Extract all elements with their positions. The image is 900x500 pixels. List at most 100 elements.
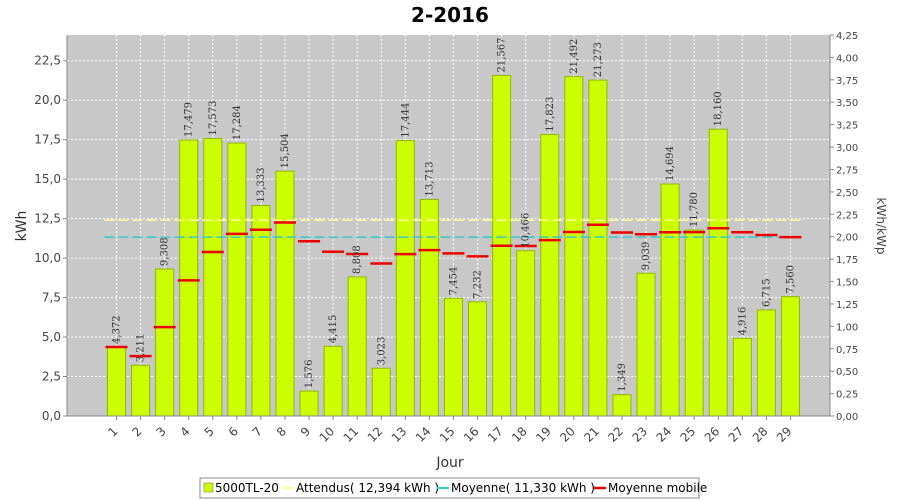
- x-tick-label: 16: [461, 424, 482, 445]
- y-tick-label: 0,0: [42, 409, 61, 423]
- bar-value-label: 11,780: [689, 192, 700, 227]
- legend-box: [199, 477, 700, 499]
- x-tick-label: 28: [750, 424, 771, 445]
- bar-value-label: 18,160: [713, 91, 724, 126]
- bar: [179, 139, 199, 417]
- bar: [155, 268, 175, 417]
- x-tick-label: 24: [654, 424, 675, 445]
- y-right-tick-label: 1,00: [836, 322, 858, 333]
- y-right-tick-label: 4,00: [836, 53, 858, 64]
- x-tick-label: 8: [274, 424, 289, 439]
- bar-value-label: 17,284: [232, 105, 243, 140]
- y-right-tick-label: 0,25: [836, 390, 858, 401]
- y-right-axis-ticks: 0,00 0,25 0,50 0,75 1,00 1,25 1,50 1,75 2,00 2,25…: [830, 31, 858, 423]
- x-tick-label: 21: [581, 424, 602, 445]
- bar: [299, 390, 319, 417]
- bar-value-label: 17,479: [184, 102, 195, 137]
- bar-value-label: 4,415: [328, 315, 339, 344]
- y-right-tick-label: 3,25: [836, 121, 858, 132]
- x-tick-label: 9: [298, 424, 313, 439]
- bar-value-label: 9,308: [160, 237, 171, 266]
- legend: 5000TL-20 Attendus( 12,394 kWh ) Moyenne…: [199, 477, 707, 499]
- x-tick-label: 1: [105, 424, 120, 439]
- bar-value-labels: 4,372 3,211 9,308 17,479 17,573 17,284 13,333 1…: [112, 37, 797, 391]
- legend-label-moyenne: Moyenne( 11,330 kWh ): [451, 481, 595, 495]
- bar: [227, 142, 247, 417]
- bar: [612, 394, 632, 417]
- bar: [780, 296, 800, 417]
- x-tick-label: 26: [702, 424, 723, 445]
- bar-value-label: 3,023: [376, 337, 387, 366]
- bar-value-label: 4,372: [112, 315, 123, 344]
- x-tick-label: 2: [129, 424, 144, 439]
- y-right-tick-label: 1,50: [836, 278, 858, 289]
- bar-value-label: 1,576: [304, 359, 315, 388]
- y-tick-label: 17,5: [34, 133, 61, 147]
- x-axis-ticks: 1 2 3 4 5 6 7 8 9 10 11 12 13 14 15 16 17 18 19 20 21 22 23 24 2…: [105, 416, 795, 445]
- bar: [203, 138, 223, 417]
- moving-average-marks: [105, 221, 802, 358]
- bar-value-label: 13,713: [424, 161, 435, 196]
- x-tick-label: 20: [557, 424, 578, 445]
- y-right-tick-label: 2,75: [836, 165, 858, 176]
- bar: [323, 345, 343, 417]
- legend-label-bar: 5000TL-20: [215, 481, 279, 495]
- y-right-tick-label: 3,75: [836, 76, 858, 87]
- x-tick-label: 18: [509, 424, 530, 445]
- bar-value-label: 17,444: [400, 103, 411, 138]
- x-tick-label: 17: [485, 424, 506, 445]
- bar: [540, 134, 560, 417]
- legend-label-moyenne-mobile: Moyenne mobile: [608, 481, 707, 495]
- x-tick-label: 11: [341, 424, 362, 445]
- bar-value-label: 7,232: [473, 270, 484, 299]
- bar-value-label: 17,573: [208, 101, 219, 136]
- chart-title: 2-2016: [411, 3, 489, 27]
- x-tick-label: 5: [202, 424, 217, 439]
- y-right-tick-label: 4,25: [836, 31, 858, 42]
- y-tick-label: 10,0: [34, 251, 61, 265]
- bar: [107, 346, 126, 417]
- y-tick-label: 12,5: [34, 212, 61, 226]
- x-tick-label: 19: [533, 424, 554, 445]
- y-right-tick-label: 0,00: [836, 412, 858, 423]
- bar-value-label: 17,823: [545, 97, 556, 132]
- x-tick-label: 3: [153, 424, 168, 439]
- x-tick-label: 29: [774, 424, 795, 445]
- bar: [131, 364, 151, 417]
- y-tick-label: 20,0: [34, 93, 61, 107]
- x-tick-label: 4: [178, 424, 193, 439]
- bar-value-label: 14,694: [665, 146, 676, 181]
- bar: [660, 183, 680, 417]
- bar: [564, 76, 584, 417]
- x-tick-label: 14: [413, 424, 434, 445]
- bar: [588, 79, 608, 417]
- bar-value-label: 7,560: [785, 265, 796, 294]
- bar: [756, 309, 776, 417]
- y-right-tick-label: 2,25: [836, 210, 858, 221]
- legend-swatch-bar: [203, 482, 214, 493]
- bar: [708, 128, 728, 417]
- y-tick-label: 22,5: [34, 54, 61, 68]
- y-right-tick-label: 1,25: [836, 300, 858, 311]
- bar: [419, 198, 439, 417]
- y-axis-label: kWh: [14, 211, 30, 242]
- y-right-tick-label: 1,75: [836, 255, 858, 266]
- x-tick-label: 22: [605, 424, 626, 445]
- x-tick-label: 12: [365, 424, 386, 445]
- bar: [732, 337, 752, 417]
- y-tick-label: 15,0: [34, 172, 61, 186]
- y-axis-ticks: 0,0 2,5 5,0 7,5 10,0 12,5 15,0 17,5 20,0 22,5: [34, 54, 67, 423]
- bar: [347, 276, 367, 417]
- x-tick-label: 23: [629, 424, 650, 445]
- bar: [395, 140, 415, 417]
- bar-value-label: 10,466: [521, 213, 532, 248]
- bar-value-label: 13,333: [256, 167, 267, 202]
- bar: [371, 367, 391, 417]
- reference-lines: [104, 219, 803, 238]
- x-tick-label: 7: [250, 424, 265, 439]
- bar-value-label: 15,504: [280, 133, 291, 168]
- bar-value-label: 7,454: [448, 267, 459, 296]
- bar: [468, 301, 488, 417]
- bar-value-label: 21,567: [497, 37, 508, 72]
